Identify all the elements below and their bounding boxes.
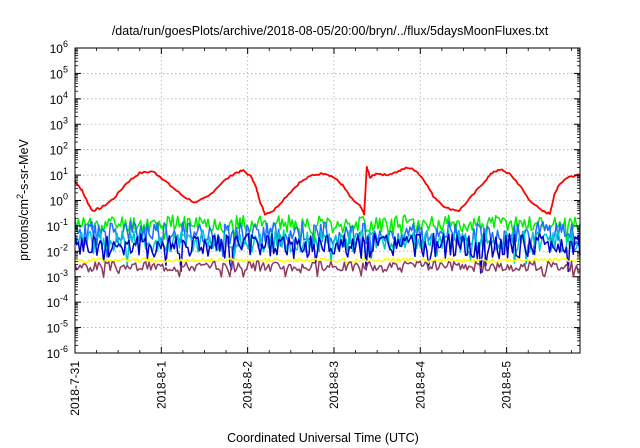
y-tick-label: 100 <box>50 192 68 209</box>
y-axis-label-rest: -s-sr-MeV <box>17 138 31 194</box>
x-tick-label: 2018-8-2 <box>241 361 255 409</box>
y-tick-base: 10 <box>50 93 64 107</box>
y-tick-exponent: 2 <box>63 141 68 151</box>
x-tick-label: 2018-7-31 <box>68 361 82 416</box>
series-line-2 <box>74 214 581 245</box>
y-tick-base: 10 <box>50 67 64 81</box>
y-tick-label: 10-1 <box>47 217 68 234</box>
y-tick-base: 10 <box>47 271 61 285</box>
y-tick-label: 10-2 <box>47 242 68 259</box>
y-tick-base: 10 <box>47 245 61 259</box>
series-line-4 <box>74 229 581 267</box>
y-tick-base: 10 <box>50 195 64 209</box>
y-tick-exponent: -4 <box>60 293 68 303</box>
y-tick-base: 10 <box>47 220 61 234</box>
y-tick-exponent: -1 <box>60 217 68 227</box>
y-tick-exponent: 0 <box>63 192 68 202</box>
y-tick-label: 10-4 <box>47 293 68 310</box>
x-tick-label: 2018-8-3 <box>327 361 341 409</box>
y-tick-base: 10 <box>50 118 64 132</box>
x-tick-label: 2018-8-4 <box>413 361 427 409</box>
y-tick-label: 103 <box>50 115 68 132</box>
y-tick-exponent: 1 <box>63 166 68 176</box>
y-tick-exponent: 5 <box>63 64 68 74</box>
chart-title: /data/run/goesPlots/archive/2018-08-05/2… <box>112 24 549 38</box>
y-tick-label: 10-3 <box>47 268 68 285</box>
y-tick-base: 10 <box>50 42 64 56</box>
y-tick-label: 10-6 <box>47 344 68 361</box>
y-axis-label: protons/cm2-s-sr-MeV <box>15 138 31 260</box>
y-tick-exponent: -3 <box>60 268 68 278</box>
y-tick-exponent: 3 <box>63 115 68 125</box>
y-tick-label: 104 <box>50 90 68 107</box>
series-line-5 <box>74 232 581 274</box>
x-axis-label: Coordinated Universal Time (UTC) <box>227 431 419 445</box>
y-tick-label: 105 <box>50 64 68 81</box>
y-axis-label-units: protons/cm <box>17 199 31 261</box>
x-axis: 2018-7-31 2018-8-1 2018-8-2 2018-8-3 2018-8-… <box>68 48 572 416</box>
y-tick-base: 10 <box>47 322 61 336</box>
data-series <box>74 166 581 279</box>
y-tick-base: 10 <box>47 347 61 361</box>
y-tick-base: 10 <box>50 144 64 158</box>
y-tick-base: 10 <box>50 169 64 183</box>
y-tick-exponent: -6 <box>60 344 68 354</box>
y-tick-exponent: 6 <box>63 39 68 49</box>
series-line-7 <box>74 260 581 279</box>
y-tick-label: 10-5 <box>47 319 68 336</box>
y-tick-exponent: 4 <box>63 90 68 100</box>
x-tick-label: 2018-8-5 <box>500 361 514 409</box>
y-axis-label-exponent: 2 <box>15 194 25 199</box>
y-tick-label: 101 <box>50 166 68 183</box>
y-tick-label: 102 <box>50 141 68 158</box>
series-line-1 <box>74 166 581 216</box>
x-tick-label: 2018-8-1 <box>154 361 168 409</box>
y-tick-exponent: -5 <box>60 319 68 329</box>
series-line-6 <box>74 257 581 265</box>
y-tick-exponent: -2 <box>60 242 68 252</box>
y-tick-base: 10 <box>47 296 61 310</box>
y-axis: 10-610-510-410-310-210-11001011021031041… <box>47 39 580 361</box>
grid-lines <box>75 48 580 353</box>
y-tick-label: 106 <box>50 39 68 56</box>
